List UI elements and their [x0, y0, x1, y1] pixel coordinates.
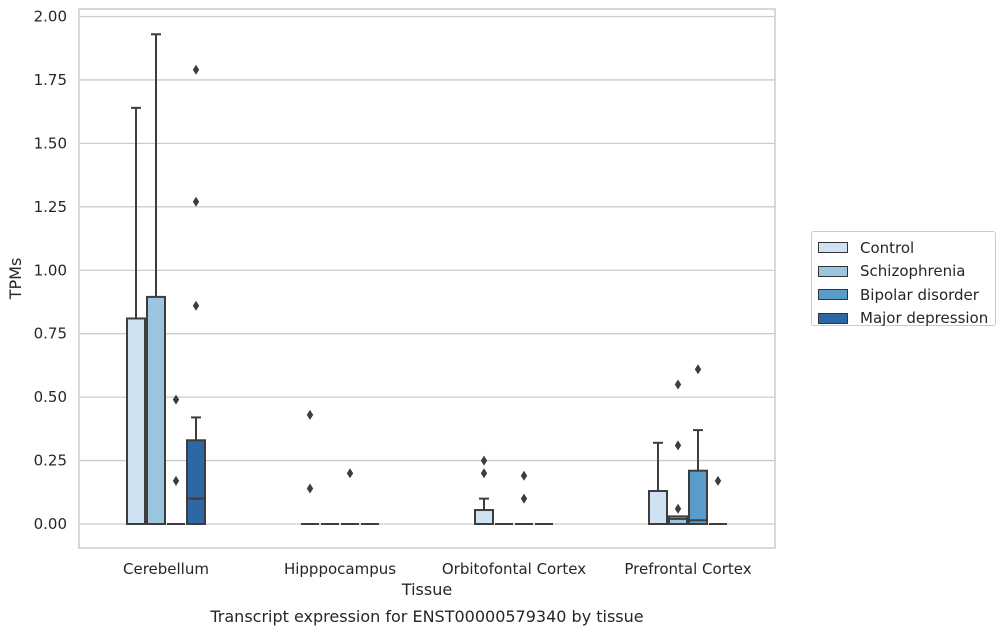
box	[186, 439, 206, 526]
outlier-point	[192, 196, 200, 207]
y-tick-labels: 0.00 0.25 0.50 0.75 1.00 1.25 1.50 1.75 2.00	[34, 8, 67, 534]
y-tick-label: 1.50	[34, 134, 67, 152]
outlier-point	[714, 475, 722, 486]
gridlines	[79, 15, 775, 525]
outlier-point	[192, 64, 200, 75]
legend-item: Control	[818, 236, 995, 260]
outlier-point	[694, 364, 702, 375]
box	[474, 509, 494, 526]
box	[668, 515, 688, 526]
box	[126, 317, 146, 525]
legend-label: Major depression	[860, 309, 989, 328]
outlier-point	[172, 475, 180, 486]
box-group	[186, 64, 206, 526]
outlier-point	[674, 440, 682, 451]
box	[648, 490, 668, 526]
legend-item: Bipolar disorder	[818, 283, 995, 307]
legend: Control Schizophrenia Bipolar disorder Majo…	[811, 231, 996, 327]
box-group	[474, 455, 494, 526]
x-tick-label: Cerebellum	[123, 560, 209, 578]
legend-label: Schizophrenia	[860, 262, 966, 281]
y-tick-label: 1.25	[34, 198, 67, 216]
outlier-point	[520, 470, 528, 481]
x-tick-label: Hipppocampus	[284, 560, 396, 578]
x-tick-label: Orbitofontal Cortex	[442, 560, 586, 578]
y-tick-label: 2.00	[34, 8, 67, 26]
outlier-point	[480, 468, 488, 479]
legend-swatch	[818, 242, 848, 254]
y-tick-label: 0.50	[34, 388, 67, 406]
legend-label: Bipolar disorder	[860, 285, 979, 304]
box-group	[688, 364, 708, 525]
box-group	[167, 394, 185, 525]
outlier-point	[192, 300, 200, 311]
x-tick-label: Prefrontal Cortex	[624, 560, 751, 578]
plot-frame	[78, 8, 776, 549]
chart-caption: Transcript expression for ENST0000057934…	[209, 607, 643, 626]
box-group	[709, 475, 727, 525]
outlier-point	[520, 493, 528, 504]
box-group	[341, 468, 359, 525]
box-group	[301, 409, 319, 525]
box-group	[668, 379, 688, 526]
legend-label: Control	[860, 238, 915, 257]
x-tick-labels: Cerebellum Hipppocampus Orbitofontal Corte…	[123, 560, 752, 578]
legend-swatch	[818, 265, 848, 277]
outlier-point	[172, 394, 180, 405]
outlier-point	[306, 483, 314, 494]
outlier-point	[306, 409, 314, 420]
legend-swatch	[818, 312, 848, 324]
y-tick-label: 1.00	[34, 261, 67, 279]
box	[688, 469, 708, 525]
y-tick-label: 1.75	[34, 71, 67, 89]
y-tick-label: 0.25	[34, 452, 67, 470]
outlier-point	[346, 468, 354, 479]
legend-item: Major depression	[818, 307, 995, 331]
box-group	[146, 33, 166, 525]
legend-swatch	[818, 289, 848, 301]
y-tick-label: 0.00	[34, 515, 67, 533]
y-tick-label: 0.75	[34, 325, 67, 343]
boxes	[126, 33, 727, 526]
legend-item: Schizophrenia	[818, 260, 995, 284]
box-group	[648, 441, 668, 526]
outlier-point	[480, 455, 488, 466]
box-group	[515, 470, 533, 525]
outlier-point	[674, 503, 682, 514]
box-group	[126, 106, 146, 525]
x-axis-label: Tissue	[401, 580, 452, 599]
y-axis-label: TPMs	[6, 258, 25, 301]
outlier-point	[674, 379, 682, 390]
box	[146, 295, 166, 525]
